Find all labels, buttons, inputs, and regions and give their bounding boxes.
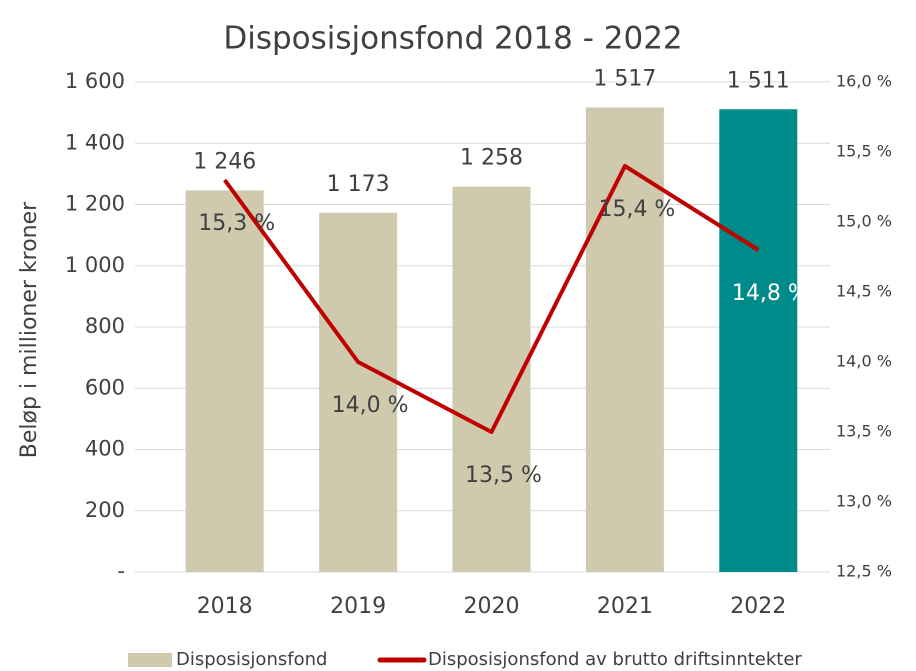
line-value-label: 14,8 % (732, 281, 809, 306)
y2-tick-label: 13,5 % (836, 422, 892, 441)
bar (585, 107, 664, 572)
bar (185, 190, 264, 572)
bar-value-label: 1 517 (593, 66, 656, 91)
y-tick-label: 600 (85, 375, 125, 399)
bar (719, 109, 798, 572)
y2-tick-label: 16,0 % (836, 72, 892, 91)
y-tick-label: 1 400 (65, 130, 125, 154)
bar-value-label: 1 246 (193, 149, 256, 174)
line-value-label: 14,0 % (332, 393, 409, 418)
y2-tick-label: 15,5 % (836, 142, 892, 161)
line (223, 164, 760, 434)
y-tick-label: 1 200 (65, 192, 125, 216)
line-value-label: 15,3 % (198, 211, 275, 236)
bar-value-label: 1 511 (727, 68, 790, 93)
y-tick-label: - (117, 559, 125, 583)
y2-tick-label: 14,0 % (836, 352, 892, 371)
x-tick-label: 2022 (730, 594, 786, 619)
y2-tick-label: 13,0 % (836, 492, 892, 511)
y-tick-label: 1 000 (65, 253, 125, 277)
x-tick-label: 2018 (197, 594, 253, 619)
y-tick-label: 400 (85, 437, 125, 461)
chart-title: Disposisjonsfond 2018 - 2022 (223, 21, 682, 57)
x-tick-label: 2020 (464, 594, 520, 619)
y2-tick-label: 14,5 % (836, 282, 892, 301)
line-value-label: 13,5 % (465, 463, 542, 488)
line-value-label: 15,4 % (598, 197, 675, 222)
y-tick-label: 800 (85, 314, 125, 338)
legend-label: Disposisjonsfond (176, 649, 327, 670)
x-tick-label: 2021 (597, 594, 653, 619)
bar-value-label: 1 173 (327, 172, 390, 197)
bar-value-label: 1 258 (460, 146, 523, 171)
x-tick-label: 2019 (330, 594, 386, 619)
legend-label: Disposisjonsfond av brutto driftsinntekt… (428, 649, 802, 670)
y-tick-label: 1 600 (65, 69, 125, 93)
y-tick-label: 200 (85, 498, 125, 522)
y-axis-label: Beløp i millioner kroner (17, 201, 42, 458)
y2-tick-label: 12,5 % (836, 562, 892, 581)
y2-tick-label: 15,0 % (836, 212, 892, 231)
legend-swatch (128, 653, 172, 667)
bar (319, 212, 398, 573)
